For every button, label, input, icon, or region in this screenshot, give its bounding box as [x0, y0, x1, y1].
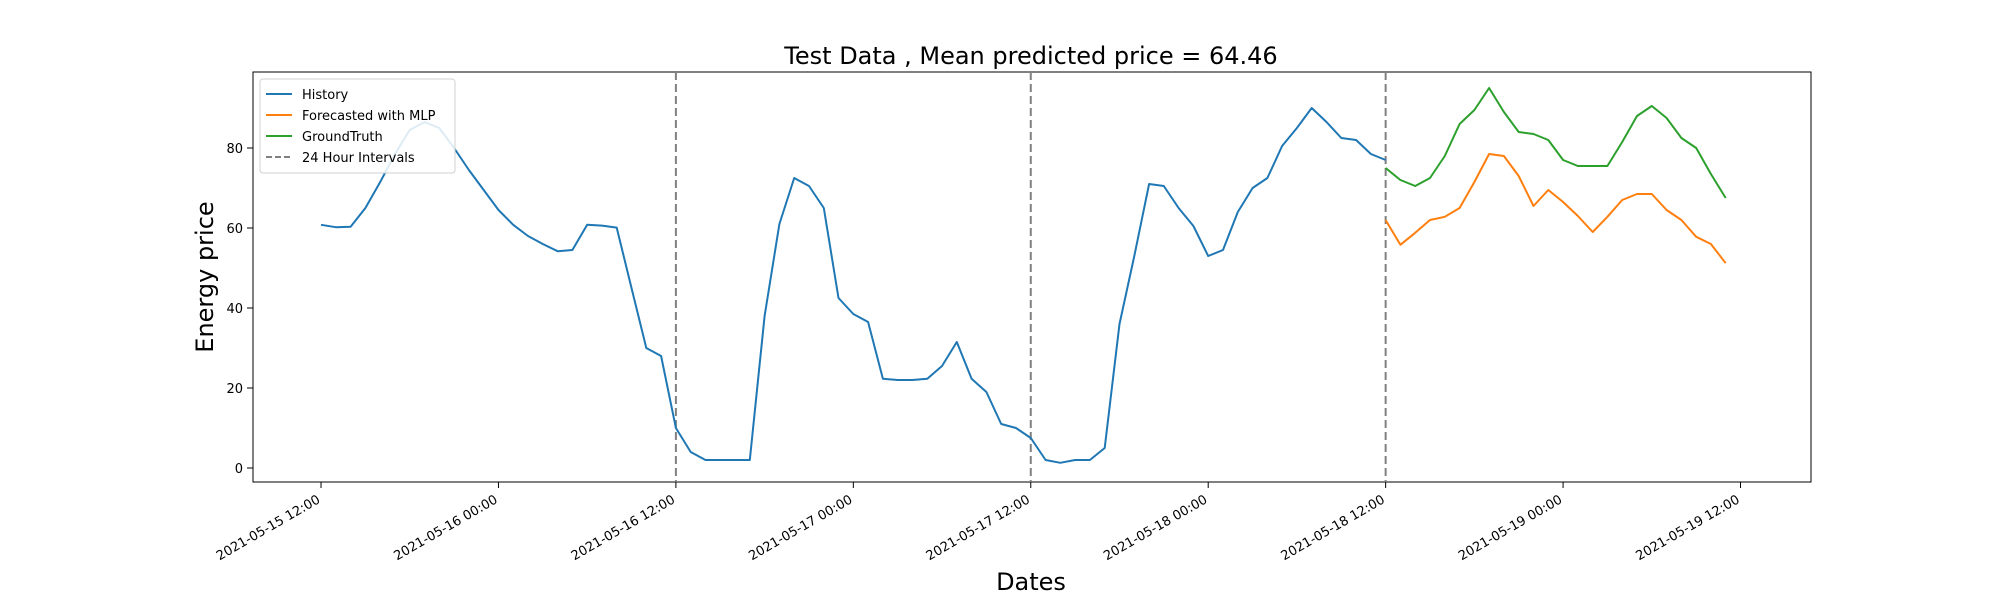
- y-tick-label: 40: [226, 302, 243, 317]
- x-tick-label: 2021-05-17 12:00: [924, 492, 1033, 564]
- series-line-history: [320, 107, 1386, 464]
- y-tick-label: 80: [226, 142, 243, 157]
- series-layer: [320, 87, 1727, 464]
- series-line-forecasted-with-mlp: [1384, 153, 1727, 264]
- legend-box: [259, 78, 456, 174]
- x-tick-label: 2021-05-15 12:00: [214, 492, 323, 564]
- x-tick-label: 2021-05-19 12:00: [1634, 492, 1743, 564]
- x-tick-label: 2021-05-16 00:00: [391, 492, 500, 564]
- x-tick-label: 2021-05-16 12:00: [569, 492, 678, 564]
- x-axis-ticks: 2021-05-15 12:00 2021-05-16 00:00 2021-05-…: [214, 482, 1743, 564]
- series-line-groundtruth: [1384, 87, 1727, 199]
- x-tick-label: 2021-05-18 12:00: [1279, 492, 1388, 564]
- x-tick-label: 2021-05-19 00:00: [1456, 492, 1565, 564]
- y-axis-title: Energy price: [191, 201, 219, 352]
- x-tick-label: 2021-05-18 00:00: [1101, 492, 1210, 564]
- x-axis-title: Dates: [996, 568, 1066, 596]
- y-axis-ticks: 0 20 40 60 80: [226, 142, 253, 477]
- interval-lines: [674, 72, 1387, 482]
- x-tick-label: 2021-05-17 00:00: [746, 492, 855, 564]
- legend-label: 24 Hour Intervals: [302, 151, 415, 166]
- legend-label: Forecasted with MLP: [302, 109, 436, 124]
- y-tick-label: 0: [235, 462, 243, 477]
- plot-frame: [252, 71, 1812, 483]
- legend-label: History: [302, 88, 349, 103]
- y-tick-label: 60: [226, 222, 243, 237]
- chart-title: Test Data , Mean predicted price = 64.46: [783, 42, 1277, 70]
- legend-label: GroundTruth: [302, 130, 383, 145]
- y-tick-label: 20: [226, 382, 243, 397]
- legend: History Forecasted with MLP GroundTruth 24 …: [259, 78, 456, 174]
